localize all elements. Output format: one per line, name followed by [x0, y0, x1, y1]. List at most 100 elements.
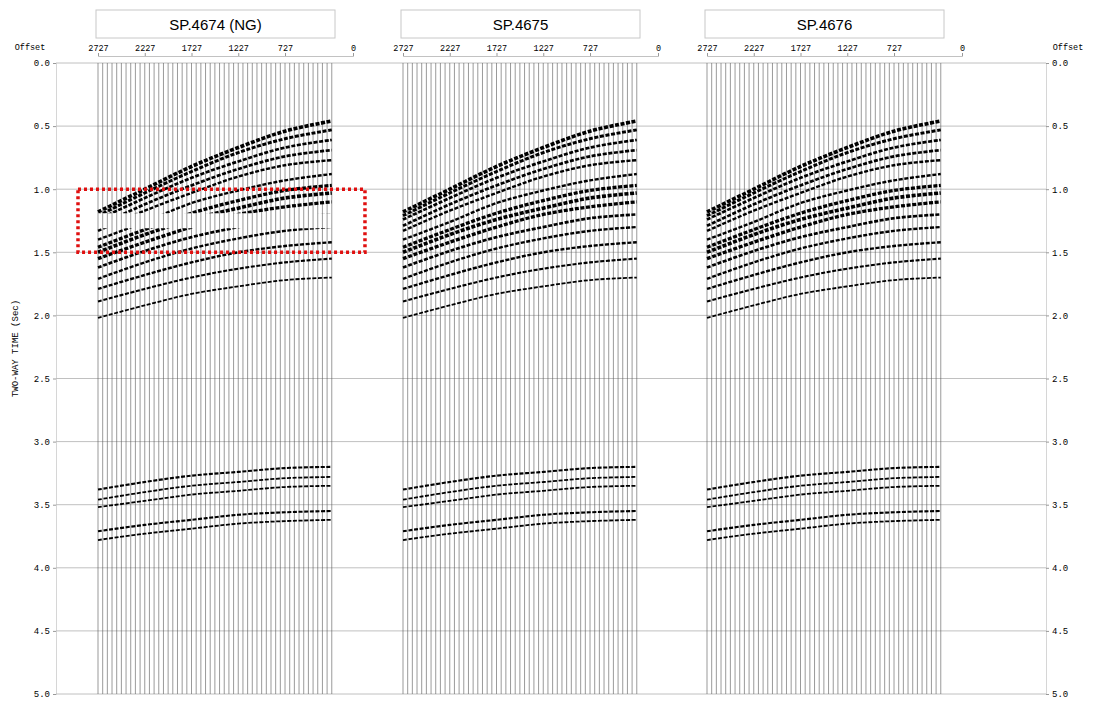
trace [618, 63, 619, 694]
y-tick: 1.0 [34, 186, 56, 196]
x-axis: 27272227172712277270 [393, 44, 661, 57]
y-tick-label: 0.5 [1052, 122, 1068, 132]
trace [622, 63, 623, 694]
x-axis: 27272227172712277270 [88, 44, 356, 57]
reflection [98, 185, 332, 247]
trace [501, 63, 502, 694]
x-tick-label: 727 [583, 44, 598, 54]
title-box [705, 10, 944, 38]
reflection [98, 477, 332, 500]
trace [98, 63, 99, 694]
trace [477, 63, 478, 694]
plot-area [98, 63, 332, 694]
trace [205, 63, 206, 694]
x-tick-label: 2727 [88, 44, 108, 54]
grid-line [56, 63, 1046, 64]
y-tick-mark [1046, 315, 1049, 316]
trace [158, 63, 159, 694]
title: SP.4676 [797, 16, 853, 33]
trace [805, 63, 806, 694]
y-tick-label: 3.0 [1052, 438, 1068, 448]
trace [851, 63, 852, 694]
trace [186, 63, 187, 694]
trace [828, 63, 829, 694]
y-tick: 4.5 [1046, 627, 1068, 637]
x-tick-label: 1727 [791, 44, 811, 54]
trace [753, 63, 754, 694]
trace [730, 63, 731, 694]
reflection [403, 278, 637, 318]
trace [575, 63, 576, 694]
y-tick: 0.0 [1046, 59, 1068, 69]
trace [154, 63, 155, 694]
reflection [707, 130, 941, 216]
highlight-box [78, 189, 365, 252]
x-tick: 2227 [744, 44, 764, 56]
trace [191, 63, 192, 694]
trace [238, 63, 239, 694]
trace [435, 63, 436, 694]
reflection [98, 193, 332, 252]
y-tick: 4.0 [34, 564, 56, 574]
trace [917, 63, 918, 694]
trace [912, 63, 913, 694]
trace [496, 63, 497, 694]
x-tick: 727 [583, 44, 598, 56]
reflection [707, 193, 941, 252]
y-tick-label: 3.5 [1052, 501, 1068, 511]
trace [280, 63, 281, 694]
reflection [707, 278, 941, 318]
trace [571, 63, 572, 694]
y-axis: 0.00.51.01.52.02.53.03.54.04.55.0 [1046, 59, 1068, 700]
trace [791, 63, 792, 694]
y-tick-mark [1046, 631, 1049, 632]
trace [144, 63, 145, 694]
trace [463, 63, 464, 694]
events [403, 121, 637, 540]
trace [294, 63, 295, 694]
y-tick-label: 1.5 [34, 249, 50, 259]
trace [317, 63, 318, 694]
y-tick: 2.0 [1046, 312, 1068, 322]
x-tick: 2727 [697, 44, 717, 56]
panel-title: SP.4676 [705, 10, 944, 38]
y-tick: 1.0 [1046, 186, 1068, 196]
y-tick-mark [1046, 568, 1049, 569]
x-tick: 2227 [440, 44, 460, 56]
trace [735, 63, 736, 694]
y-tick: 3.0 [1046, 438, 1068, 448]
y-tick: 5.0 [1046, 690, 1068, 700]
trace [308, 63, 309, 694]
y-tick-mark [1046, 505, 1049, 506]
title: SP.4675 [493, 16, 549, 33]
dead-zone [98, 121, 332, 540]
trace [445, 63, 446, 694]
trace [412, 63, 413, 694]
trace [102, 63, 103, 694]
grid-line [56, 315, 1046, 316]
y-tick-label: 4.5 [1052, 627, 1068, 637]
x-tick-label: 727 [278, 44, 293, 54]
x-tick-label: 2727 [393, 44, 413, 54]
traces [403, 63, 637, 694]
y-tick-mark [53, 631, 56, 632]
y-tick-label: 2.5 [1052, 375, 1068, 385]
y-axis: 0.00.51.01.52.02.53.03.54.04.55.0 [34, 59, 57, 700]
trace [898, 63, 899, 694]
trace [149, 63, 150, 694]
trace [482, 63, 483, 694]
trace [865, 63, 866, 694]
trace [524, 63, 525, 694]
trace [786, 63, 787, 694]
x-tick-label: 2227 [744, 44, 764, 54]
trace [327, 63, 328, 694]
trace [130, 63, 131, 694]
trace [763, 63, 764, 694]
y-tick: 2.0 [34, 312, 56, 322]
x-tick: 2727 [393, 44, 413, 56]
trace [505, 63, 506, 694]
reflection [707, 486, 941, 507]
y-tick: 4.5 [34, 627, 56, 637]
trace [168, 63, 169, 694]
trace [431, 63, 432, 694]
